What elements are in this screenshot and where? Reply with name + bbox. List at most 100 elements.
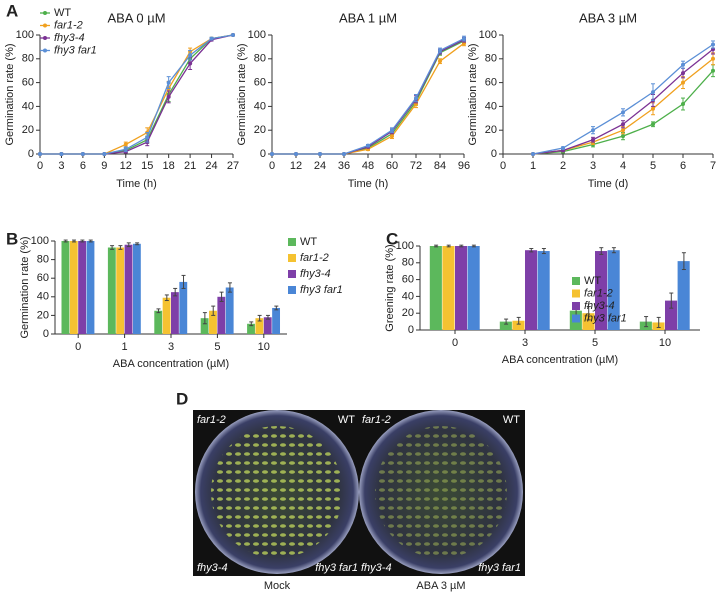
data-point bbox=[123, 142, 128, 147]
bar bbox=[78, 241, 87, 334]
y-axis-title: Germination rate (%) bbox=[19, 236, 31, 338]
x-tick-label: 48 bbox=[362, 160, 374, 172]
bar bbox=[217, 296, 226, 334]
y-tick-label: 100 bbox=[479, 29, 497, 41]
data-point bbox=[651, 90, 655, 95]
y-axis-title: Germination rate (%) bbox=[467, 43, 479, 145]
legend-swatch bbox=[288, 238, 296, 246]
x-tick-label: 0 bbox=[75, 341, 81, 353]
data-point bbox=[166, 80, 171, 85]
y-tick-label: 40 bbox=[485, 100, 497, 112]
data-point bbox=[414, 96, 418, 101]
bar bbox=[179, 281, 188, 334]
bar bbox=[677, 261, 690, 330]
bar bbox=[107, 247, 116, 334]
x-axis-title: Time (h) bbox=[348, 178, 389, 190]
y-tick-label: 0 bbox=[408, 324, 414, 336]
y-tick-label: 0 bbox=[491, 148, 497, 160]
x-tick-label: 21 bbox=[184, 160, 196, 172]
data-point bbox=[80, 152, 85, 156]
bar bbox=[272, 307, 281, 334]
legend-label: fhy3-4 bbox=[54, 32, 85, 44]
x-tick-label: 6 bbox=[80, 160, 86, 172]
x-tick-label: 36 bbox=[338, 160, 350, 172]
data-point bbox=[209, 36, 214, 41]
data-point bbox=[591, 128, 595, 133]
bar bbox=[525, 250, 538, 330]
data-point bbox=[438, 48, 442, 53]
legend-swatch bbox=[572, 277, 580, 285]
legend-swatch bbox=[288, 286, 296, 294]
chart-title: ABA 1 µM bbox=[339, 10, 397, 25]
bar bbox=[132, 243, 141, 334]
bar bbox=[225, 287, 234, 334]
bar bbox=[263, 317, 272, 334]
panel-label: A bbox=[6, 1, 18, 20]
y-tick-label: 100 bbox=[248, 29, 266, 41]
bar bbox=[209, 310, 217, 334]
bar bbox=[69, 241, 78, 334]
y-tick-label: 100 bbox=[31, 235, 49, 247]
y-tick-label: 40 bbox=[22, 100, 34, 112]
plate-label: WT bbox=[503, 414, 520, 426]
bar bbox=[86, 241, 95, 334]
x-tick-label: 0 bbox=[500, 160, 506, 172]
bar bbox=[499, 321, 512, 330]
x-tick-label: 3 bbox=[58, 160, 64, 172]
data-point bbox=[38, 152, 42, 156]
data-point bbox=[621, 134, 625, 139]
bar bbox=[162, 297, 171, 334]
x-tick-label: 2 bbox=[560, 160, 566, 172]
x-tick-label: 3 bbox=[590, 160, 596, 172]
series-line bbox=[40, 34, 234, 155]
bar bbox=[255, 318, 264, 334]
legend-swatch bbox=[43, 11, 47, 15]
data-point bbox=[681, 71, 685, 76]
x-axis-title: Time (h) bbox=[116, 178, 157, 190]
series-line bbox=[272, 40, 465, 155]
y-tick-label: 20 bbox=[254, 124, 266, 136]
x-tick-label: 0 bbox=[37, 160, 43, 172]
legend-swatch bbox=[288, 254, 296, 262]
y-tick-label: 20 bbox=[485, 124, 497, 136]
x-tick-label: 60 bbox=[386, 160, 398, 172]
bar bbox=[124, 244, 133, 334]
y-axis-title: Germination rate (%) bbox=[236, 43, 248, 145]
data-point bbox=[561, 146, 565, 151]
bar bbox=[429, 246, 442, 330]
x-axis-title: Time (d) bbox=[588, 178, 629, 190]
panel-label: C bbox=[386, 229, 398, 248]
plate-label: fhy3 far1 bbox=[478, 562, 521, 574]
x-tick-label: 1 bbox=[122, 341, 128, 353]
legend-label: far1-2 bbox=[584, 287, 613, 299]
x-tick-label: 9 bbox=[101, 160, 107, 172]
y-tick-label: 80 bbox=[485, 53, 497, 65]
data-point bbox=[188, 61, 193, 66]
x-tick-label: 12 bbox=[290, 160, 302, 172]
legend-label: fhy3-4 bbox=[584, 300, 615, 312]
x-tick-label: 72 bbox=[410, 160, 422, 172]
bar bbox=[665, 300, 678, 330]
data-point bbox=[188, 53, 193, 58]
data-point bbox=[342, 152, 346, 156]
legend-label: far1-2 bbox=[54, 19, 83, 31]
x-tick-label: 18 bbox=[163, 160, 175, 172]
y-tick-label: 40 bbox=[402, 290, 414, 302]
data-point bbox=[438, 59, 442, 64]
data-point bbox=[231, 33, 235, 37]
chart-title: ABA 3 µM bbox=[579, 10, 637, 25]
bar bbox=[247, 323, 255, 334]
x-tick-label: 27 bbox=[227, 160, 239, 172]
x-tick-label: 12 bbox=[120, 160, 132, 172]
y-tick-label: 40 bbox=[254, 100, 266, 112]
x-tick-label: 10 bbox=[659, 337, 671, 349]
y-tick-label: 80 bbox=[402, 257, 414, 269]
photo: far1-2 WT fhy3-4 fhy3 far1 far1-2 WT fhy… bbox=[193, 410, 525, 576]
legend-label: fhy3-4 bbox=[300, 268, 331, 280]
seedlings bbox=[375, 426, 507, 558]
y-tick-label: 20 bbox=[37, 309, 49, 321]
x-tick-label: 1 bbox=[530, 160, 536, 172]
x-tick-label: 4 bbox=[620, 160, 626, 172]
data-point bbox=[531, 152, 535, 156]
bar bbox=[607, 250, 620, 330]
